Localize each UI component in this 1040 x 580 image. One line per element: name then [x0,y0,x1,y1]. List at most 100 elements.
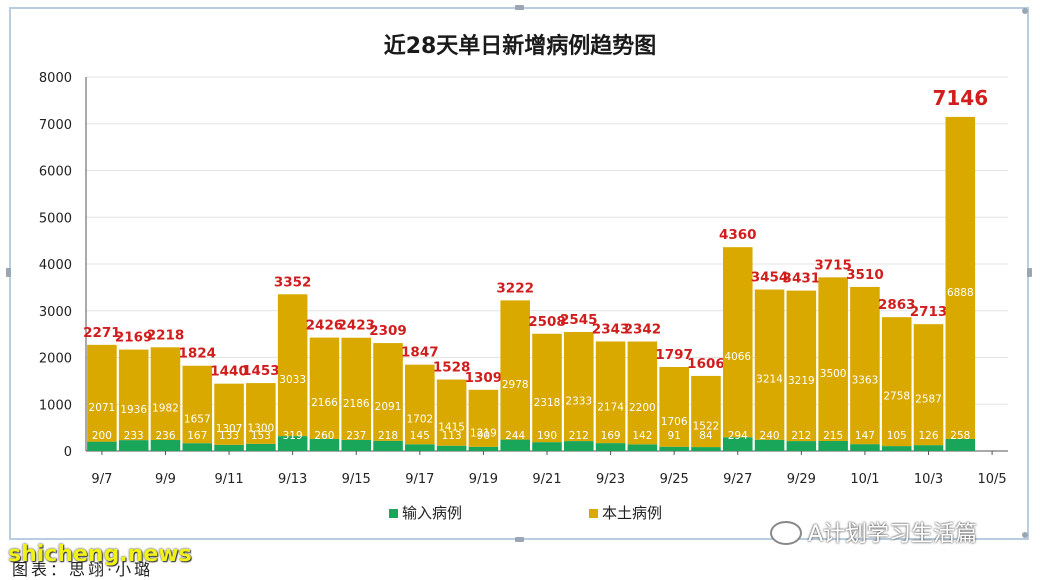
bar-local [850,286,880,445]
data-label-imported: 84 [699,430,713,442]
data-label-total: 2713 [910,304,948,320]
y-tick-label: 2000 [39,352,72,367]
bar-imported [881,446,912,451]
data-label-local: 2758 [883,391,910,403]
data-label-local: 1307 [216,423,243,435]
data-label-total: 1824 [178,346,216,362]
bar-local [118,349,149,441]
bar-imported [786,441,817,451]
bar-local [564,332,594,442]
data-label-imported: 218 [378,430,398,442]
data-label-total: 1528 [433,360,471,376]
bar-imported [468,446,499,451]
bar-imported [246,443,276,451]
data-label-imported: 142 [632,430,652,442]
bar-imported [405,444,435,451]
x-tick-label: 9/9 [155,472,176,487]
bar-local [500,300,530,440]
data-label-local: 3219 [788,375,815,387]
x-tick-label: 9/11 [214,472,243,487]
data-label-total: 3454 [751,270,789,286]
data-label-total: 7146 [932,86,988,110]
bar-local [659,366,689,447]
x-tick-label: 10/1 [850,472,879,487]
x-tick-label: 9/21 [532,472,561,487]
data-label-imported: 169 [601,430,621,442]
bar-imported [627,444,658,451]
bar-local [818,277,848,441]
bar-imported [309,438,340,451]
bar-local [691,375,721,448]
x-tick-label: 9/13 [278,472,307,487]
data-label-total: 1440 [210,364,248,380]
data-label-imported: 236 [155,430,175,442]
bar-local [87,344,117,442]
bar-imported [722,437,753,451]
x-tick-label: 9/17 [405,472,434,487]
data-label-local: 2978 [502,379,529,391]
watermark-text: A计划学习生活篇 [808,522,978,547]
data-label-imported: 237 [346,430,366,442]
y-tick-label: 7000 [39,118,72,133]
data-label-total: 3222 [496,280,534,296]
data-label-imported: 153 [251,430,271,442]
bar-local [373,343,403,441]
y-tick-label: 3000 [39,305,72,320]
data-label-local: 1657 [184,413,211,425]
legend-label-imported: 输入病例 [402,504,462,522]
bar-imported [754,439,785,451]
resize-handle-bottom[interactable] [515,537,524,542]
x-tick-label: 9/27 [723,472,752,487]
data-label-total: 2508 [528,314,566,330]
bar-local [309,337,340,439]
bar-local [913,324,944,446]
bar-imported [945,438,976,451]
data-label-total: 4360 [719,227,757,243]
data-label-imported: 145 [410,430,430,442]
data-label-imported: 319 [283,430,303,442]
data-label-total: 2426 [306,318,344,334]
data-label-total: 2863 [878,297,916,313]
bar-imported [118,440,149,451]
data-label-imported: 105 [887,430,907,442]
data-label-imported: 240 [760,430,780,442]
x-tick-label: 9/15 [342,472,371,487]
bar-local [945,116,976,439]
y-tick-label: 4000 [39,258,72,273]
resize-handle-bottom-right[interactable] [1022,532,1028,538]
data-label-total: 2309 [369,323,407,339]
data-label-imported: 133 [219,430,239,442]
data-label-imported: 113 [442,430,462,442]
data-label-imported: 167 [187,430,207,442]
data-label-local: 1300 [247,422,274,434]
bar-imported [150,439,181,451]
data-label-local: 1522 [693,420,720,432]
bar-local [277,294,308,437]
bar-local [405,364,435,445]
data-label-total: 2343 [592,321,630,337]
bar-local [436,379,467,446]
data-label-imported: 126 [918,430,938,442]
x-tick-label: 9/23 [596,472,625,487]
data-label-total: 1847 [401,345,439,361]
bar-imported [818,440,848,451]
x-tick-label: 9/19 [469,472,498,487]
y-tick-label: 1000 [39,398,72,413]
resize-handle-right[interactable] [1027,268,1032,277]
resize-handle-left[interactable] [6,268,11,277]
data-label-local: 1702 [406,413,433,425]
bar-imported [182,443,213,451]
bar-imported [500,439,530,451]
data-label-total: 1797 [655,347,693,363]
data-label-total: 1453 [242,363,280,379]
resize-handle-top[interactable] [515,5,524,10]
resize-handle-top-right[interactable] [1022,8,1028,14]
bar-local [881,317,912,447]
bar-imported [913,445,944,451]
bar-imported [87,441,117,451]
data-label-local: 6888 [947,287,974,299]
bar-imported [341,439,372,451]
bar-local [468,389,499,447]
data-label-imported: 190 [537,430,557,442]
data-label-total: 3431 [783,271,821,287]
